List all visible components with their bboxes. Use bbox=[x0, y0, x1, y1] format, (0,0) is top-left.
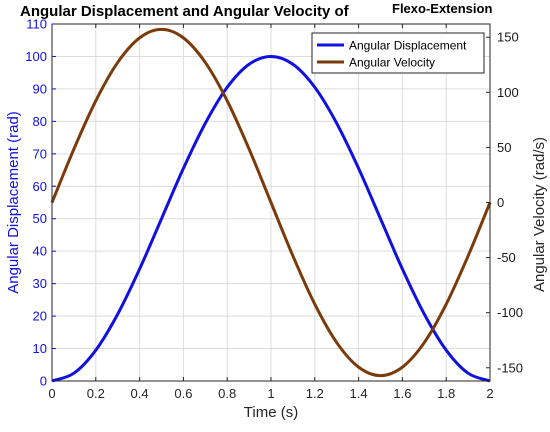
x-tick-label: 1.2 bbox=[306, 386, 324, 401]
y-left-tick-label: 90 bbox=[33, 81, 47, 96]
y-right-tick-label: -150 bbox=[497, 360, 523, 375]
y-left-tick-label: 110 bbox=[26, 17, 47, 32]
x-tick-label: 1.6 bbox=[393, 386, 411, 401]
y-right-tick-label: 100 bbox=[497, 85, 519, 100]
y-right-tick-label: 0 bbox=[497, 195, 504, 210]
legend-box bbox=[311, 32, 485, 74]
y-right-tick-label: -100 bbox=[497, 305, 523, 320]
chart-title-suffix: Flexo-Extension bbox=[392, 1, 493, 16]
y-right-tick-label: 50 bbox=[497, 140, 511, 155]
series-line-angular-displacement bbox=[51, 54, 491, 383]
y-left-tick-label: 20 bbox=[33, 309, 47, 324]
y-left-tick-label: 60 bbox=[33, 179, 47, 194]
x-axis-label: Time (s) bbox=[244, 404, 298, 421]
y-left-tick-label: 40 bbox=[33, 244, 47, 259]
y-right-tick-label: -50 bbox=[497, 250, 516, 265]
legend-label: Angular Velocity bbox=[349, 56, 435, 70]
y-left-tick-label: 50 bbox=[33, 211, 47, 226]
x-tick-label: 1 bbox=[267, 386, 274, 401]
y-right-tick-label: 150 bbox=[497, 30, 519, 45]
x-tick-label: 1.4 bbox=[350, 386, 368, 401]
series-line-angular-velocity bbox=[50, 27, 492, 378]
y-left-tick-label: 0 bbox=[40, 374, 47, 389]
y-left-axis-label: Angular Displacement (rad) bbox=[5, 111, 22, 294]
x-tick-label: 1.8 bbox=[437, 386, 455, 401]
x-tick-label: 0 bbox=[48, 386, 55, 401]
y-left-tick-label: 10 bbox=[33, 341, 47, 356]
legend-label: Angular Displacement bbox=[349, 39, 467, 53]
x-tick-label: 0.6 bbox=[174, 386, 192, 401]
y-left-tick-label: 70 bbox=[33, 146, 47, 161]
x-tick-label: 0.4 bbox=[131, 386, 149, 401]
x-tick-label: 0.2 bbox=[87, 386, 105, 401]
y-right-axis-label: Angular Velocity (rad/s) bbox=[531, 137, 548, 292]
y-left-tick-label: 30 bbox=[33, 276, 47, 291]
x-tick-label: 0.8 bbox=[218, 386, 236, 401]
y-left-tick-label: 100 bbox=[25, 49, 47, 64]
x-tick-label: 2 bbox=[486, 386, 493, 401]
y-left-tick-label: 80 bbox=[33, 114, 47, 129]
chart-title: Angular Displacement and Angular Velocit… bbox=[20, 3, 349, 20]
